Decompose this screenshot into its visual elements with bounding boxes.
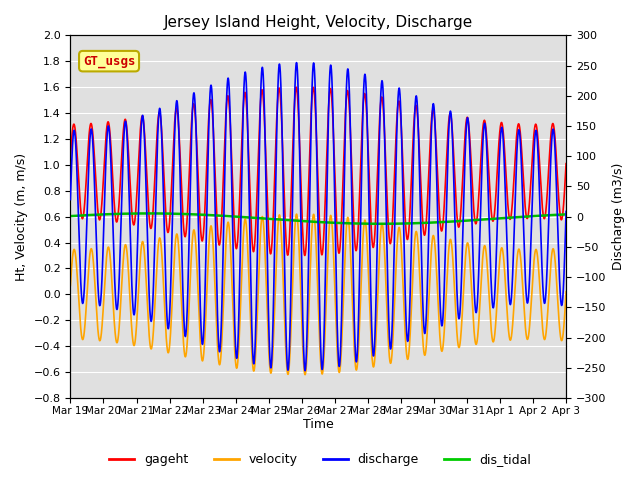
Title: Jersey Island Height, Velocity, Discharge: Jersey Island Height, Velocity, Discharg… — [164, 15, 473, 30]
X-axis label: Time: Time — [303, 419, 333, 432]
Y-axis label: Discharge (m3/s): Discharge (m3/s) — [612, 163, 625, 270]
Legend: gageht, velocity, discharge, dis_tidal: gageht, velocity, discharge, dis_tidal — [104, 448, 536, 471]
Y-axis label: Ht, Velocity (m, m/s): Ht, Velocity (m, m/s) — [15, 153, 28, 281]
Text: GT_usgs: GT_usgs — [83, 55, 135, 68]
